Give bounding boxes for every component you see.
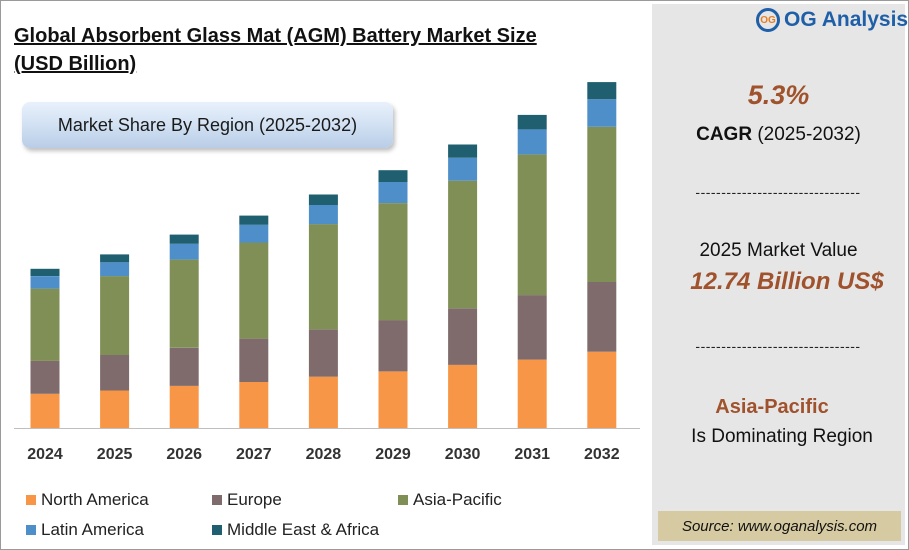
bar-2025-latin-america	[100, 262, 130, 277]
x-tick-label: 2024	[27, 446, 63, 463]
market-value-label: 2025 Market Value	[699, 240, 858, 261]
bar-2025-north-america	[100, 390, 130, 428]
bar-2024-north-america	[30, 393, 60, 428]
legend-label: North America	[41, 490, 149, 509]
bar-2029-latin-america	[378, 182, 408, 203]
bar-2031-europe	[517, 295, 547, 360]
source-label: Source: www.oganalysis.com	[658, 511, 901, 541]
logo-text: OG Analysis	[784, 8, 909, 31]
bar-2030-north-america	[448, 364, 478, 428]
cagr-value: 5.3%	[747, 80, 810, 110]
legend-label: Europe	[227, 490, 282, 509]
bar-2029-europe	[378, 320, 408, 372]
bar-2032-latin-america	[587, 99, 617, 127]
legend-swatch	[398, 495, 408, 505]
bar-2029-north-america	[378, 371, 408, 428]
summary-panel	[652, 4, 905, 545]
legend-swatch	[212, 525, 222, 535]
bar-2031-asia-pacific	[517, 154, 547, 296]
bar-2032-north-america	[587, 351, 617, 428]
market-value: 12.74 Billion US$	[690, 268, 884, 295]
x-tick-label: 2030	[445, 446, 481, 463]
x-tick-label: 2025	[97, 446, 133, 463]
legend-item-latin-america: Latin America	[26, 520, 144, 540]
legend-label: Middle East & Africa	[227, 520, 380, 539]
legend-item-asia-pacific: Asia-Pacific	[398, 490, 502, 510]
bar-2032-asia-pacific	[587, 126, 617, 282]
bar-2029-middle-east-africa	[378, 170, 408, 182]
chart-subtitle: Market Share By Region (2025-2032)	[22, 102, 393, 148]
legend-swatch	[26, 495, 36, 505]
legend-label: Asia-Pacific	[413, 490, 502, 509]
chart-title: Global Absorbent Glass Mat (AGM) Battery…	[14, 25, 537, 75]
bar-2027-latin-america	[239, 224, 269, 243]
cagr-label: CAGR (2025-2032)	[652, 124, 905, 146]
bar-2027-asia-pacific	[239, 242, 269, 339]
og-analysis-logo: OG OG Analysis	[756, 8, 908, 32]
bar-2024-europe	[30, 360, 60, 394]
divider-bottom: --------------------------------	[695, 338, 861, 354]
bar-2027-north-america	[239, 382, 269, 428]
bar-2028-europe	[308, 329, 338, 377]
bar-2032-middle-east-africa	[587, 82, 617, 100]
x-tick-label: 2032	[584, 446, 620, 463]
legend-item-middle-east-africa: Middle East & Africa	[212, 520, 379, 540]
bar-2026-latin-america	[169, 243, 199, 260]
bar-2031-north-america	[517, 359, 547, 428]
dominating-region-caption: Is Dominating Region	[691, 426, 873, 447]
bar-2024-latin-america	[30, 276, 60, 289]
bar-2026-north-america	[169, 385, 199, 428]
bar-2025-asia-pacific	[100, 276, 130, 355]
bar-chart: 2024 2025 2026 2027 2028 2029 2030 2031 2032	[14, 82, 640, 463]
legend-item-north-america: North America	[26, 490, 149, 510]
bar-2031-latin-america	[517, 129, 547, 155]
bar-2030-asia-pacific	[448, 180, 478, 309]
x-tick-label: 2028	[306, 446, 342, 463]
legend-label: Latin America	[41, 520, 144, 539]
bar-2025-middle-east-africa	[100, 254, 130, 263]
chart-legend: North America Europe Asia-Pacific Latin Ame…	[26, 490, 626, 546]
bar-2032-europe	[587, 282, 617, 352]
cagr-label-period: (2025-2032)	[757, 124, 861, 145]
x-tick-label: 2026	[166, 446, 202, 463]
bar-2028-middle-east-africa	[308, 194, 338, 205]
bar-2028-asia-pacific	[308, 224, 338, 330]
bar-2026-asia-pacific	[169, 259, 199, 348]
bar-2028-latin-america	[308, 205, 338, 225]
bar-2029-asia-pacific	[378, 203, 408, 321]
legend-item-europe: Europe	[212, 490, 282, 510]
bar-2026-middle-east-africa	[169, 234, 199, 244]
dominating-region: Asia-Pacific	[715, 396, 829, 418]
bar-2030-latin-america	[448, 157, 478, 181]
legend-swatch	[212, 495, 222, 505]
bar-2024-middle-east-africa	[30, 268, 60, 276]
bar-2030-middle-east-africa	[448, 144, 478, 158]
x-tick-label: 2031	[514, 446, 550, 463]
bar-2024-asia-pacific	[30, 288, 60, 361]
bar-2025-europe	[100, 355, 130, 391]
divider-top: --------------------------------	[695, 184, 861, 200]
legend-swatch	[26, 525, 36, 535]
x-tick-label: 2029	[375, 446, 411, 463]
bar-2026-europe	[169, 347, 199, 386]
x-tick-label: 2027	[236, 446, 272, 463]
bar-2030-europe	[448, 308, 478, 365]
og-logo-icon: OG	[756, 8, 780, 32]
bar-2027-europe	[239, 338, 269, 382]
bar-2028-north-america	[308, 376, 338, 428]
bar-2031-middle-east-africa	[517, 114, 547, 130]
bar-2027-middle-east-africa	[239, 215, 269, 225]
cagr-label-bold: CAGR	[696, 124, 753, 145]
